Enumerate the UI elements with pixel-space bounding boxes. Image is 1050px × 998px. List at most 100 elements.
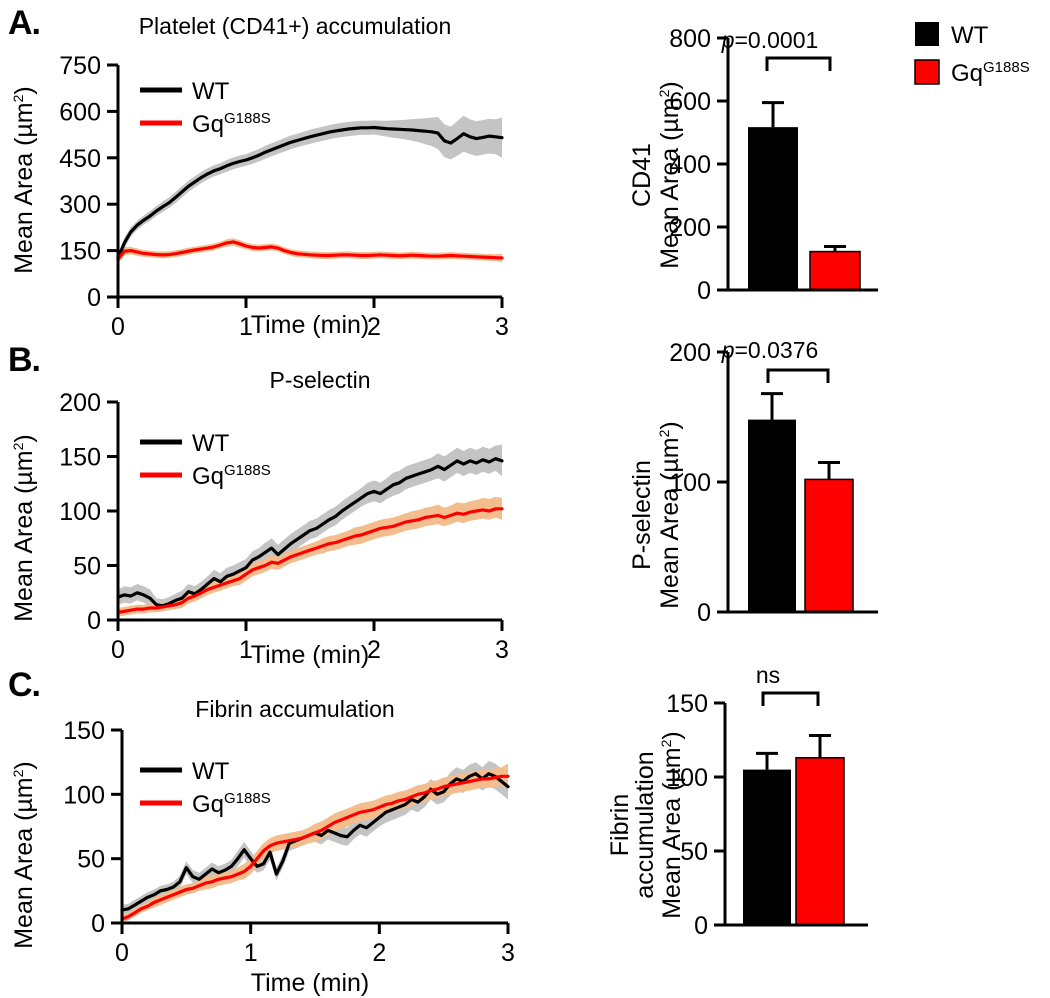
panel-b-bar-axes: 0 100 200 bbox=[669, 339, 878, 627]
panel-b-xlabel: Time (min) bbox=[251, 641, 370, 669]
panel-a-band-wt bbox=[118, 115, 502, 263]
panel-a-inline-legend: WT GqG188S bbox=[140, 78, 271, 138]
pC-xtick-label-1: 1 bbox=[244, 939, 258, 967]
pC-xtick-label-2: 2 bbox=[372, 939, 386, 967]
pBb-bar-wt bbox=[748, 419, 796, 612]
pA-xtick-label-2: 2 bbox=[367, 313, 381, 341]
panel-c-bar-axes: 0 50 100 150 bbox=[666, 690, 868, 940]
panel-a-ylabel: Mean Area (µm2) bbox=[10, 86, 38, 274]
panel-a-bar-chart: CD41 Mean Area (µm2) 0 200 400 600 800 p=0.0… bbox=[620, 0, 910, 330]
pBb-ytick-label-2: 200 bbox=[669, 339, 711, 367]
panel-b-timecourse-chart: P-selectin Mean Area (µm2) 0 50 100 150 200 0… bbox=[0, 330, 560, 670]
panel-a-band-gq bbox=[118, 238, 502, 264]
pA-ytick-label-1: 150 bbox=[59, 238, 101, 266]
pCb-ytick-label-1: 50 bbox=[680, 838, 708, 866]
pAb-ytick-label-1: 200 bbox=[669, 214, 711, 242]
panel-b-plot-area bbox=[116, 444, 504, 617]
panel-b-bar-ylabel-line2: Mean Area (µm2) bbox=[656, 421, 684, 609]
pA-ytick-label-5: 750 bbox=[59, 52, 101, 80]
panel-c-line-gq bbox=[120, 774, 510, 921]
pB-xtick-label-1: 1 bbox=[239, 636, 253, 664]
panel-letter-b: B. bbox=[8, 341, 41, 379]
pAb-ytick-label-3: 600 bbox=[669, 88, 711, 116]
panel-a-title: Platelet (CD41+) accumulation bbox=[139, 13, 452, 39]
panel-c-bar-ylabel-line2: accumulation bbox=[631, 751, 659, 898]
pCb-bar-wt bbox=[743, 769, 791, 925]
pA-xtick-label-0: 0 bbox=[111, 313, 125, 341]
panel-c-xlabel: Time (min) bbox=[251, 969, 370, 997]
legend-label-gq: GqG188S bbox=[951, 59, 1030, 87]
panel-c-ns-label: ns bbox=[756, 662, 780, 688]
panel-a-line-gq bbox=[116, 240, 504, 261]
pB-ytick-label-3: 150 bbox=[59, 444, 101, 472]
pAb-bar-gq bbox=[809, 250, 861, 291]
panel-a-legend-label-wt: WT bbox=[192, 78, 230, 105]
pC-ytick-label-2: 100 bbox=[63, 781, 105, 809]
pA-xtick-label-1: 1 bbox=[239, 313, 253, 341]
panel-c-legend-label-wt: WT bbox=[192, 758, 230, 785]
panel-b-ylabel: Mean Area (µm2) bbox=[10, 434, 38, 622]
panel-a-xlabel: Time (min) bbox=[251, 311, 370, 339]
pCb-errorbar-wt bbox=[756, 751, 778, 770]
pB-xtick-label-0: 0 bbox=[111, 636, 125, 664]
legend-swatch-wt bbox=[915, 22, 939, 46]
panel-a-bar-ylabel-line1: CD41 bbox=[628, 143, 656, 207]
panel-b-bar-content bbox=[748, 368, 854, 613]
panel-b-legend-label-gq: GqG188S bbox=[192, 462, 271, 490]
pCb-ytick-label-0: 0 bbox=[694, 912, 708, 940]
pAb-errorbar-wt bbox=[762, 101, 784, 128]
pC-ytick-label-0: 0 bbox=[91, 910, 105, 938]
pAb-bar-wt bbox=[748, 127, 798, 291]
pCb-ytick-label-2: 100 bbox=[666, 764, 708, 792]
panel-a-bar-content bbox=[748, 56, 861, 291]
panel-b-line-gq bbox=[116, 507, 504, 614]
pCb-bar-gq bbox=[795, 757, 845, 926]
panel-c-timecourse-chart: Fibrin accumulation Mean Area (µm2) 0 50 1… bbox=[0, 655, 560, 998]
pBb-ytick-label-0: 0 bbox=[697, 599, 711, 627]
panel-a-bar-axes: 0 200 400 600 800 bbox=[669, 25, 878, 305]
panel-b-line-wt bbox=[116, 457, 504, 608]
pB-ytick-label-1: 50 bbox=[73, 553, 101, 581]
panel-a-axes: 0 150 300 450 600 750 0 1 2 3 bbox=[59, 52, 509, 341]
panel-b-legend-label-wt: WT bbox=[192, 430, 230, 457]
pA-ytick-label-4: 600 bbox=[59, 98, 101, 126]
panel-letter-c: C. bbox=[8, 666, 41, 704]
panel-a-plot-area bbox=[116, 115, 504, 264]
panel-b-inline-legend: WT GqG188S bbox=[140, 430, 271, 490]
panel-b-bar-svg: P-selectin Mean Area (µm2) 0 100 200 p=0.0… bbox=[628, 337, 878, 627]
panel-c-inline-legend: WT GqG188S bbox=[140, 758, 271, 818]
panel-c-bar-ylabel-line3: Mean Area (µm2) bbox=[658, 731, 686, 919]
panel-c-ylabel: Mean Area (µm2) bbox=[10, 761, 38, 949]
pB-ytick-label-4: 200 bbox=[59, 389, 101, 417]
pCb-significance-bracket bbox=[761, 691, 820, 706]
pCb-ytick-label-3: 150 bbox=[666, 690, 708, 718]
pA-ytick-label-2: 300 bbox=[59, 191, 101, 219]
panel-c-timecourse-svg: Fibrin accumulation Mean Area (µm2) 0 50 1… bbox=[10, 696, 515, 997]
pAb-significance-bracket bbox=[765, 56, 832, 71]
global-legend: WT GqG188S bbox=[914, 18, 1050, 98]
panel-c-axes: 0 50 100 150 0 1 2 3 bbox=[63, 717, 515, 967]
panel-c-legend-label-gq: GqG188S bbox=[192, 790, 271, 818]
panel-a-legend-label-gq: GqG188S bbox=[192, 110, 271, 138]
panel-a-timecourse-svg: Platelet (CD41+) accumulation Mean Area … bbox=[10, 13, 509, 341]
pBb-errorbar-wt bbox=[761, 392, 783, 420]
panel-c-title: Fibrin accumulation bbox=[195, 696, 394, 722]
panel-b-pvalue: p=0.0376 bbox=[721, 337, 819, 363]
pBb-bar-gq bbox=[804, 478, 854, 613]
panel-b-bar-ylabel-line1: P-selectin bbox=[628, 460, 656, 570]
panel-b-timecourse-svg: P-selectin Mean Area (µm2) 0501001502000… bbox=[10, 367, 509, 669]
pC-xtick-label-0: 0 bbox=[115, 939, 129, 967]
panel-a-line-wt bbox=[116, 125, 504, 260]
pC-ytick-label-1: 50 bbox=[77, 846, 105, 874]
pB-xtick-label-2: 2 bbox=[367, 636, 381, 664]
panel-c-bar-ylabel-line1: Fibrin bbox=[606, 794, 634, 857]
pB-ytick-label-2: 100 bbox=[59, 498, 101, 526]
panel-c-bar-content bbox=[743, 691, 845, 926]
pAb-ytick-label-4: 800 bbox=[669, 25, 711, 53]
panel-a-timecourse-chart: Platelet (CD41+) accumulation Mean Area … bbox=[0, 0, 560, 341]
pBb-errorbar-gq bbox=[818, 461, 840, 480]
panel-a-pvalue: p=0.0001 bbox=[721, 27, 819, 53]
global-legend-svg: WT GqG188S bbox=[914, 22, 1030, 87]
panel-c-band-gq bbox=[122, 763, 508, 922]
